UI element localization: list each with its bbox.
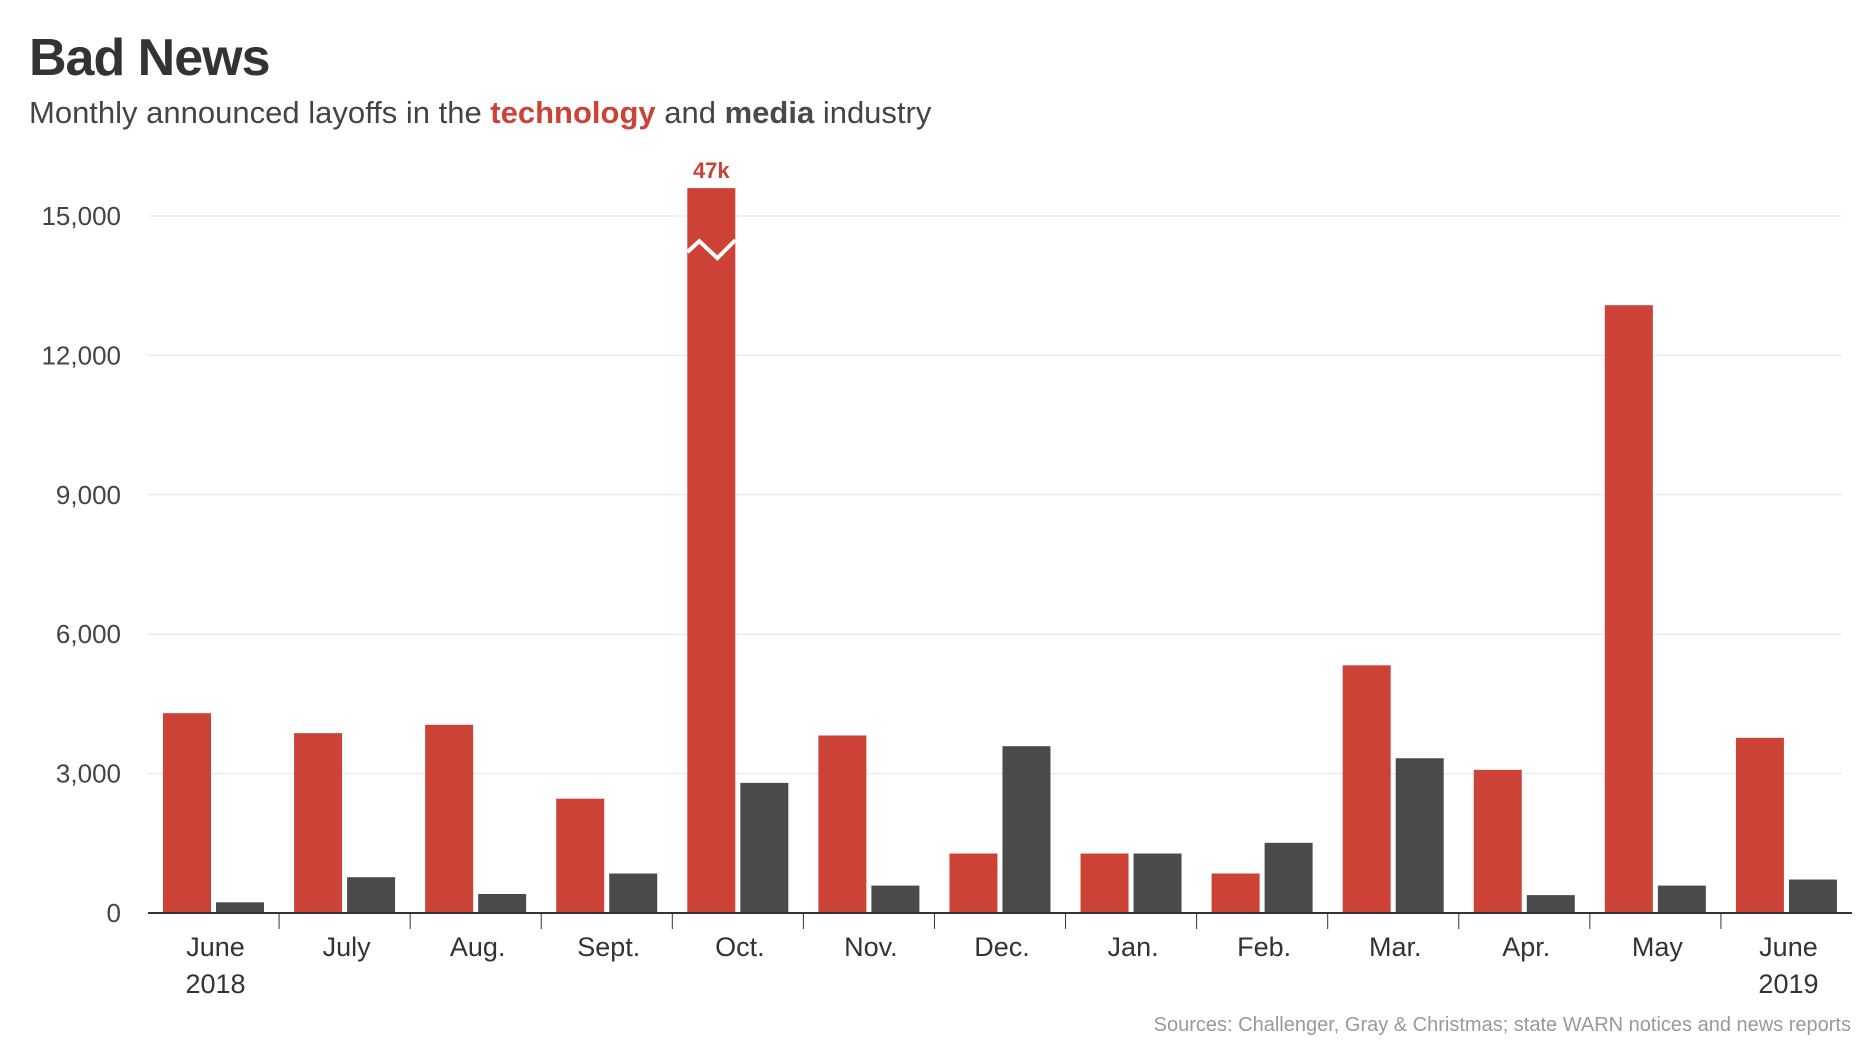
y-tick-label: 6,000 bbox=[56, 619, 121, 649]
bar-technology bbox=[949, 853, 998, 913]
bar-technology bbox=[1735, 737, 1784, 913]
chart-title: Bad News bbox=[29, 29, 271, 87]
y-tick-label: 3,000 bbox=[56, 759, 121, 789]
subtitle-middle: and bbox=[655, 95, 725, 130]
subtitle-suffix: industry bbox=[814, 95, 932, 130]
bar-media bbox=[1526, 895, 1575, 913]
bar-technology bbox=[163, 713, 211, 913]
x-tick-label: June bbox=[186, 932, 245, 962]
y-tick-label: 12,000 bbox=[41, 340, 121, 370]
x-tick-label: Dec. bbox=[974, 932, 1030, 962]
bar-media bbox=[478, 893, 527, 913]
bar-media bbox=[871, 885, 920, 913]
y-tick-label: 15,000 bbox=[41, 201, 121, 231]
bar-technology bbox=[687, 188, 736, 913]
bar-media bbox=[1002, 746, 1051, 913]
x-tick-label: Nov. bbox=[844, 932, 898, 962]
bar-media bbox=[1395, 758, 1444, 913]
legend-technology: technology bbox=[490, 95, 656, 130]
y-tick-label: 0 bbox=[107, 898, 121, 928]
bar-media bbox=[609, 873, 658, 913]
x-tick-label: Aug. bbox=[450, 932, 506, 962]
bar-technology bbox=[818, 735, 867, 913]
bar-technology bbox=[1604, 305, 1653, 913]
bar-technology bbox=[556, 798, 605, 913]
bar-media bbox=[347, 877, 396, 913]
subtitle-prefix: Monthly announced layoffs in the bbox=[29, 95, 491, 130]
x-tick-label: Oct. bbox=[715, 932, 765, 962]
legend-media: media bbox=[724, 95, 815, 130]
axis-break-icon bbox=[685, 238, 737, 261]
x-tick-label: 2019 bbox=[1758, 969, 1818, 999]
x-tick-label: Feb. bbox=[1237, 932, 1291, 962]
x-tick-label: Jan. bbox=[1108, 932, 1159, 962]
source-note: Sources: Challenger, Gray & Christmas; s… bbox=[1153, 1014, 1851, 1036]
bar-technology bbox=[1080, 853, 1129, 913]
x-tick-label: 2018 bbox=[185, 969, 245, 999]
x-tick-label: July bbox=[323, 932, 372, 962]
bar-technology bbox=[1342, 665, 1391, 913]
bar-technology bbox=[1473, 769, 1522, 913]
bar-media bbox=[1133, 853, 1182, 913]
bar-media bbox=[1788, 879, 1837, 913]
x-tick-label: June bbox=[1759, 932, 1818, 962]
bar-technology bbox=[425, 724, 474, 913]
data-label: 47k bbox=[693, 158, 730, 183]
y-tick-label: 9,000 bbox=[56, 480, 121, 510]
x-tick-label: May bbox=[1632, 932, 1684, 962]
x-tick-label: Sept. bbox=[577, 932, 640, 962]
x-tick-label: Mar. bbox=[1369, 932, 1422, 962]
bar-media bbox=[1264, 842, 1313, 913]
bar-media bbox=[1657, 885, 1706, 913]
bar-media bbox=[216, 902, 264, 913]
bar-media bbox=[740, 782, 789, 913]
bar-technology bbox=[1211, 873, 1260, 913]
chart-subtitle: Monthly announced layoffs in the technol… bbox=[29, 95, 931, 131]
x-tick-label: Apr. bbox=[1502, 932, 1550, 962]
bar-technology bbox=[294, 733, 343, 913]
